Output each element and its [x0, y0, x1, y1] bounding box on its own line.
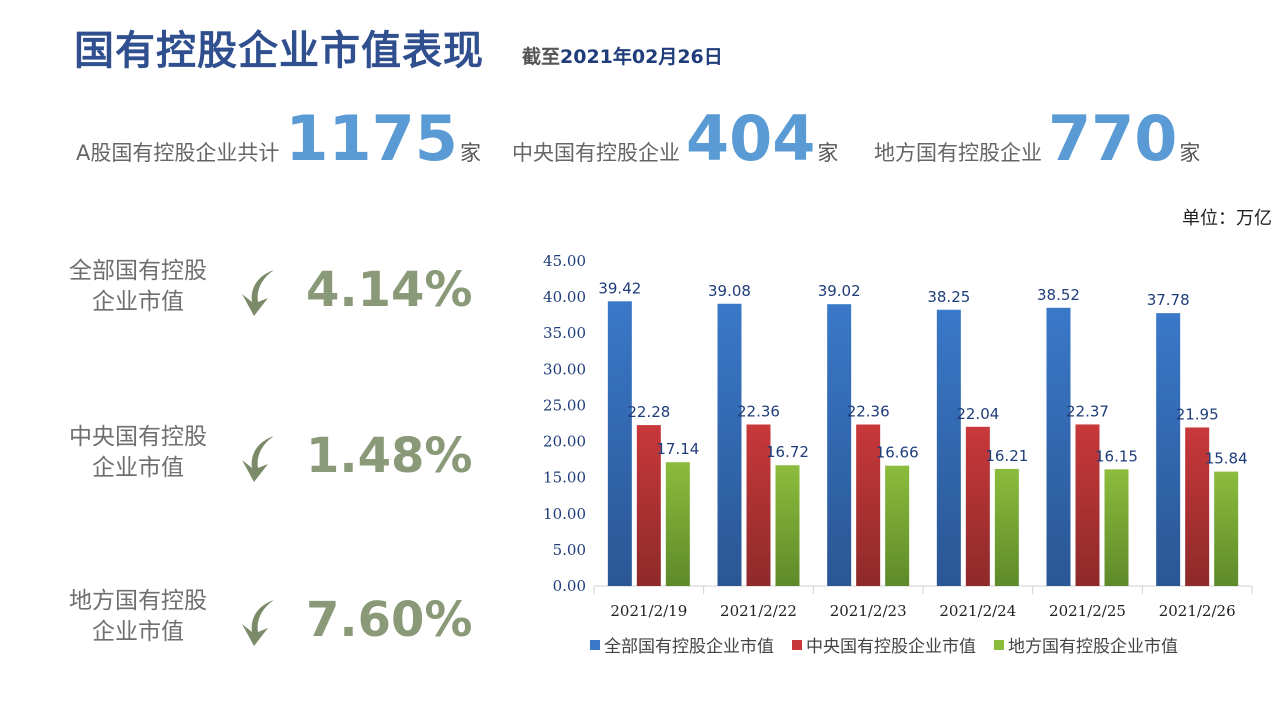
stat-total-unit: 家: [459, 141, 481, 165]
x-tick-label: 2021/2/25: [1049, 602, 1126, 620]
change-total: 全部国有控股 企业市值 4.14%: [40, 256, 480, 346]
change-total-label-line1: 全部国有控股: [69, 258, 207, 284]
change-total-label: 全部国有控股 企业市值: [58, 256, 218, 318]
change-local-label: 地方国有控股 企业市值: [58, 586, 218, 648]
data-label: 16.66: [876, 444, 919, 462]
change-local-label-line1: 地方国有控股: [69, 588, 207, 614]
bar: [965, 426, 990, 586]
data-label: 38.25: [927, 288, 970, 306]
legend-swatch-central: [792, 639, 802, 650]
change-central: 中央国有控股 企业市值 1.48%: [40, 422, 480, 512]
bar: [994, 468, 1019, 586]
bar: [856, 424, 881, 586]
change-local: 地方国有控股 企业市值 7.60%: [40, 586, 480, 676]
stat-total-label: A股国有控股企业共计: [76, 141, 280, 165]
bar: [665, 462, 690, 586]
as-of-date-value: 2021年02月26日: [560, 46, 723, 68]
stat-central: 中央国有控股企业 404 家: [512, 108, 838, 178]
legend-item-local: 地方国有控股企业市值: [994, 632, 1178, 657]
legend-item-central: 中央国有控股企业市值: [792, 632, 976, 657]
bar: [775, 465, 800, 586]
down-arrow-icon: [242, 600, 274, 646]
x-tick-label: 2021/2/23: [830, 602, 907, 620]
bar: [827, 304, 852, 586]
stat-local: 地方国有控股企业 770 家: [874, 108, 1200, 178]
change-central-label: 中央国有控股 企业市值: [58, 422, 218, 484]
x-tick-label: 2021/2/22: [720, 602, 797, 620]
legend-label-total: 全部国有控股企业市值: [604, 637, 774, 657]
data-label: 16.15: [1095, 447, 1138, 465]
bar: [936, 309, 961, 586]
y-tick-label: 40.00: [543, 288, 586, 306]
bar: [1214, 471, 1239, 586]
stat-central-label: 中央国有控股企业: [512, 141, 680, 165]
data-label: 39.08: [708, 282, 751, 300]
bar: [1075, 424, 1100, 586]
data-label: 21.95: [1176, 405, 1219, 423]
change-central-value: 1.48%: [306, 428, 473, 484]
unit-note: 单位：万亿: [1182, 208, 1272, 229]
change-local-label-line2: 企业市值: [92, 619, 184, 645]
change-total-value: 4.14%: [306, 262, 473, 318]
data-label: 22.36: [737, 403, 780, 421]
y-tick-label: 15.00: [543, 469, 586, 487]
y-tick-label: 0.00: [553, 577, 586, 595]
x-tick-label: 2021/2/19: [610, 602, 687, 620]
legend-label-local: 地方国有控股企业市值: [1008, 637, 1178, 657]
legend-label-central: 中央国有控股企业市值: [806, 637, 976, 657]
bar: [1104, 469, 1129, 586]
stat-local-label: 地方国有控股企业: [874, 141, 1042, 165]
as-of-prefix: 截至: [522, 46, 561, 68]
y-tick-label: 30.00: [543, 360, 586, 378]
y-tick-label: 25.00: [543, 396, 586, 414]
data-label: 39.42: [598, 279, 641, 297]
y-tick-label: 20.00: [543, 433, 586, 451]
data-label: 22.37: [1066, 402, 1109, 420]
page-title: 国有控股企业市值表现: [74, 28, 484, 74]
legend-swatch-local: [994, 639, 1004, 650]
change-central-label-line2: 企业市值: [92, 455, 184, 481]
market-value-bar-chart: 0.00 5.00 10.00 15.00 20.00 25.00 30.00 35.00 40…: [543, 252, 1253, 620]
stat-central-unit: 家: [817, 141, 839, 165]
down-arrow-icon: [242, 270, 274, 316]
x-tick-label: 2021/2/24: [939, 602, 1016, 620]
data-label: 39.02: [818, 282, 861, 300]
y-tick-label: 5.00: [553, 541, 586, 559]
legend-item-total: 全部国有控股企业市值: [590, 632, 774, 657]
data-label: 37.78: [1147, 291, 1190, 309]
legend-swatch-total: [590, 639, 600, 650]
bar: [1156, 313, 1181, 586]
y-tick-label: 10.00: [543, 505, 586, 523]
as-of-date: 截至2021年02月26日: [522, 42, 723, 69]
data-label: 22.04: [956, 405, 999, 423]
bar: [1185, 427, 1210, 586]
change-central-label-line1: 中央国有控股: [69, 424, 207, 450]
data-label: 38.52: [1037, 286, 1080, 304]
data-label: 22.36: [847, 403, 890, 421]
data-label: 16.21: [985, 447, 1028, 465]
down-arrow-icon: [242, 436, 274, 482]
stat-total-value: 1175: [285, 102, 458, 175]
data-label: 17.14: [656, 440, 699, 458]
bar: [607, 301, 632, 586]
change-local-value: 7.60%: [306, 592, 473, 648]
y-tick-label: 45.00: [543, 252, 586, 270]
x-tick-label: 2021/2/26: [1159, 602, 1236, 620]
chart-legend: 全部国有控股企业市值 中央国有控股企业市值 地方国有控股企业市值: [590, 632, 1178, 657]
change-total-label-line2: 企业市值: [92, 289, 184, 315]
stat-total: A股国有控股企业共计 1175 家: [76, 108, 481, 178]
stat-local-unit: 家: [1179, 141, 1201, 165]
stat-local-value: 770: [1048, 102, 1178, 175]
bar: [717, 303, 742, 586]
data-label: 22.28: [627, 403, 670, 421]
stat-central-value: 404: [686, 102, 816, 175]
bar: [636, 425, 661, 586]
data-label: 15.84: [1205, 450, 1248, 468]
bar: [885, 465, 910, 586]
y-tick-label: 35.00: [543, 324, 586, 342]
data-label: 16.72: [766, 443, 809, 461]
bar: [746, 424, 771, 586]
bar: [1046, 307, 1071, 586]
